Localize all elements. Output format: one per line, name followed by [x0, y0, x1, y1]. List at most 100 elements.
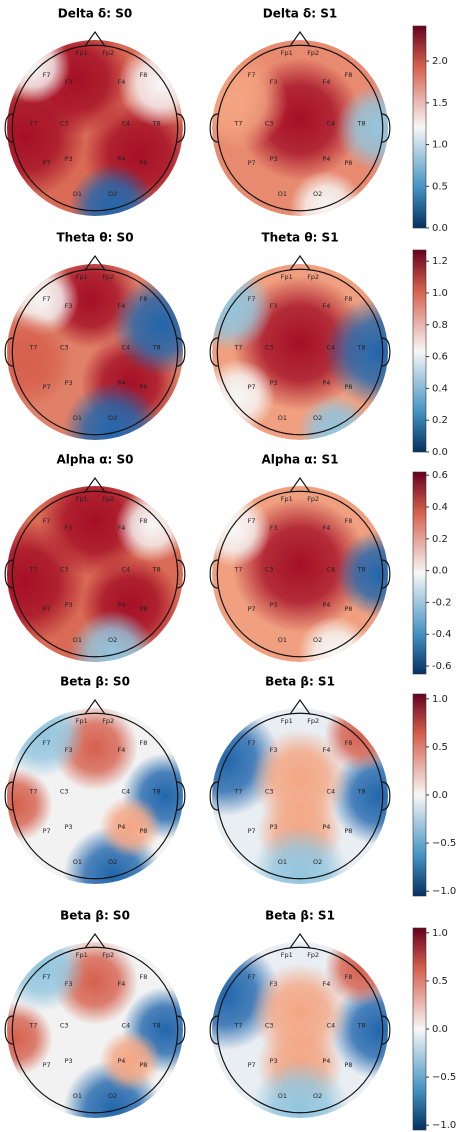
- electrode-label: T8: [357, 566, 366, 574]
- electrode-label: T7: [28, 1022, 37, 1030]
- colorbar-tick-label: 1.5: [432, 98, 448, 109]
- electrode-label: C4: [326, 566, 335, 574]
- electrode-label: C4: [121, 566, 130, 574]
- colorbar-tick-label: 0.5: [432, 976, 448, 987]
- electrode-label: C3: [60, 788, 69, 796]
- electrode-label: P7: [43, 1061, 51, 1069]
- panel-title: Alpha α: S0: [56, 453, 133, 467]
- electrode-label: Fp1: [76, 951, 88, 959]
- electrode-label: P8: [344, 605, 352, 613]
- electrode-label: P8: [139, 827, 147, 835]
- electrode-label: P7: [248, 159, 256, 167]
- electrode-label: C3: [265, 344, 274, 352]
- colorbar-tick-label: 1.2: [432, 256, 448, 267]
- ear-right: [176, 113, 186, 143]
- electrode-label: P3: [270, 601, 278, 609]
- electrode-label: F3: [270, 78, 278, 86]
- electrode-label: O2: [108, 1092, 117, 1100]
- electrode-label: F8: [139, 739, 147, 747]
- electrode-label: P4: [117, 601, 125, 609]
- electrode-label: P3: [65, 155, 73, 163]
- electrode-label: O2: [108, 414, 117, 422]
- electrode-label: T8: [152, 788, 161, 796]
- topomap-row: Beta β: S0 Fp1 Fp2 F7 F3 F4 F8 T7 C3 C4 T8 P7 P3 P4 P8…: [4, 675, 456, 897]
- panel-title: Beta β: S0: [60, 675, 130, 689]
- colorbar-tick-label: 0.4: [432, 383, 448, 394]
- map-blob: [111, 276, 183, 375]
- electrode-label: F3: [65, 78, 73, 86]
- map-blob: [69, 164, 156, 216]
- electrode-label: P3: [270, 823, 278, 831]
- electrode-label: F3: [65, 980, 73, 988]
- colorbar-tick-label: 1.0: [432, 140, 448, 151]
- electrode-label: P3: [65, 601, 73, 609]
- electrode-label: Fp1: [76, 495, 88, 503]
- electrode-label: C4: [121, 1022, 130, 1030]
- map-blob: [99, 1030, 161, 1092]
- colorbar-tick-label: −0.5: [432, 1072, 456, 1083]
- ear-right: [176, 781, 186, 811]
- electrode-label: P4: [322, 1057, 330, 1065]
- colorbar-tick-label: 0.6: [432, 470, 448, 481]
- electrode-label: P8: [344, 1061, 352, 1069]
- electrode-label: F7: [248, 739, 256, 747]
- colorbar-tick-label: 0.2: [432, 415, 448, 426]
- map-blob: [250, 825, 350, 884]
- electrode-label: T8: [357, 344, 366, 352]
- electrode-label: O2: [108, 190, 117, 198]
- electrode-label: P7: [43, 827, 51, 835]
- head-map: [7, 942, 183, 1118]
- electrode-label: F7: [43, 295, 51, 303]
- ear-right: [176, 337, 186, 367]
- electrode-label: C3: [265, 1022, 274, 1030]
- colorbar-tick-label: 1.0: [432, 694, 448, 705]
- head-map: [212, 264, 388, 440]
- topomap-row: Beta β: S0 Fp1 Fp2 F7 F3 F4 F8 T7 C3 C4 T8 P7 P3 P4 P8…: [4, 909, 456, 1131]
- electrode-label: F7: [248, 71, 256, 79]
- ear-right: [381, 337, 391, 367]
- electrode-label: P4: [117, 155, 125, 163]
- electrode-label: F4: [322, 524, 330, 532]
- electrode-label: Fp1: [281, 273, 293, 281]
- electrode-label: C4: [326, 1022, 335, 1030]
- map-blob: [212, 493, 271, 567]
- colorbar: [412, 471, 427, 675]
- electrode-label: O1: [278, 414, 287, 422]
- map-blob: [115, 488, 183, 563]
- electrode-label: P4: [322, 823, 330, 831]
- electrode-label: P3: [270, 155, 278, 163]
- electrode-label: O1: [73, 858, 82, 866]
- electrode-label: F3: [65, 746, 73, 754]
- electrode-label: F8: [344, 517, 352, 525]
- nose: [84, 932, 106, 949]
- map-blob: [289, 170, 364, 216]
- map-blob: [336, 84, 388, 172]
- map-blob: [69, 610, 156, 662]
- electrode-label: T7: [28, 788, 37, 796]
- nose: [84, 254, 106, 271]
- electrode-label: C4: [121, 344, 130, 352]
- electrode-label: O1: [278, 190, 287, 198]
- nose: [289, 254, 311, 271]
- colorbar-tick-label: −1.0: [432, 886, 456, 897]
- electrode-label: F3: [270, 524, 278, 532]
- electrode-label: T8: [357, 120, 366, 128]
- colorbar-tick-label: 0.4: [432, 502, 448, 513]
- map-blob: [212, 52, 288, 151]
- electrode-label: Fp2: [307, 495, 319, 503]
- electrode-label: P7: [248, 383, 256, 391]
- electrode-label: P8: [139, 1061, 147, 1069]
- electrode-label: F7: [248, 295, 256, 303]
- electrode-label: F4: [322, 980, 330, 988]
- ear-left: [209, 337, 219, 367]
- electrode-label: O1: [73, 414, 82, 422]
- electrode-label: Fp2: [102, 49, 114, 57]
- map-blob: [7, 1001, 53, 1076]
- colorbar-tick-label: 0.2: [432, 534, 448, 545]
- electrode-label: T7: [233, 344, 242, 352]
- colorbar-tick-label: -0.2: [432, 597, 452, 608]
- panel-title: Theta θ: S1: [261, 231, 338, 245]
- topomap-row: Delta δ: S0 Fp1 Fp2 F7 F3 F4 F8 T7 C3 C4 T8 P7 P3 P4 P…: [4, 7, 448, 234]
- electrode-label: T8: [152, 566, 161, 574]
- ear-right: [381, 1015, 391, 1045]
